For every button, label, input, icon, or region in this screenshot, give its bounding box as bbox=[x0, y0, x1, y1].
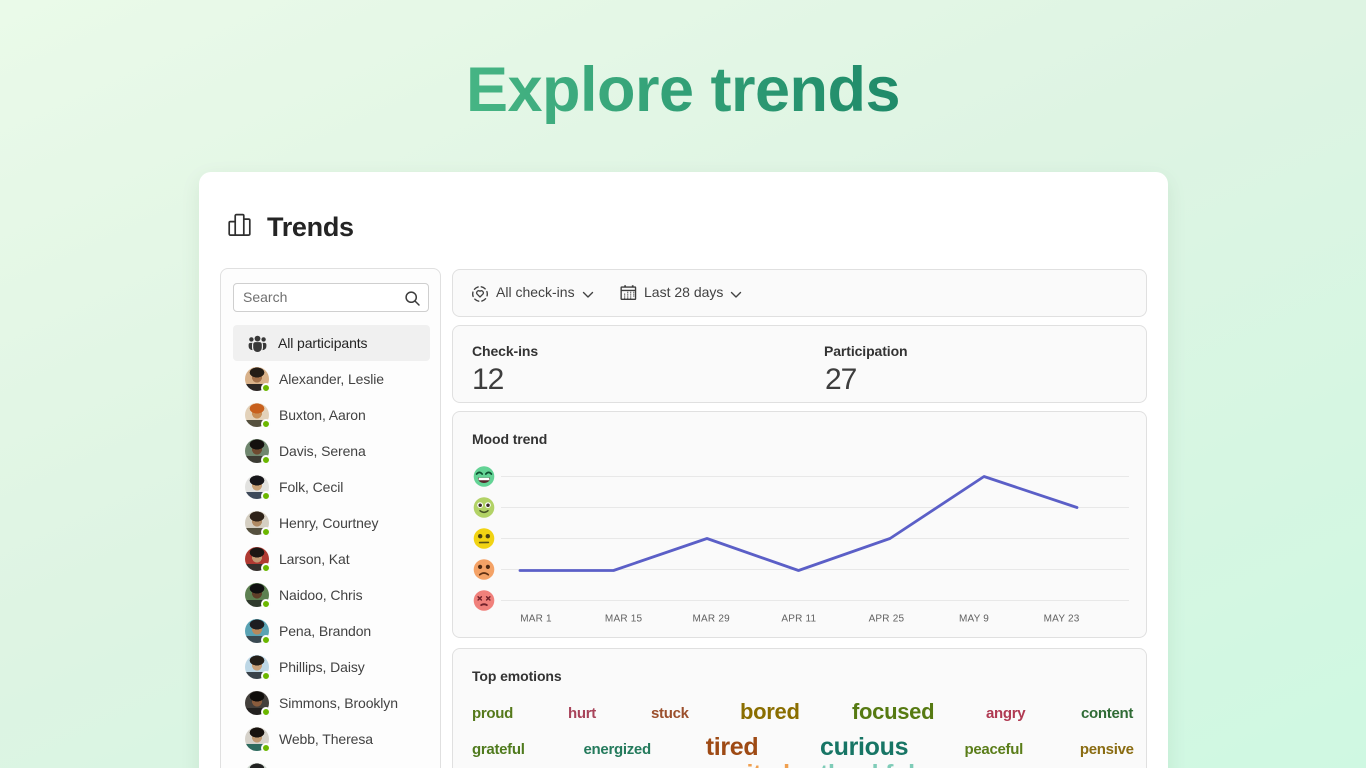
svg-text:MAR 1: MAR 1 bbox=[520, 614, 552, 625]
svg-text:APR 11: APR 11 bbox=[781, 614, 816, 625]
svg-text:MAR 15: MAR 15 bbox=[605, 614, 643, 625]
svg-text:MAY 9: MAY 9 bbox=[959, 614, 989, 625]
svg-text:MAY 23: MAY 23 bbox=[1044, 614, 1080, 625]
svg-text:MAR 29: MAR 29 bbox=[693, 614, 731, 625]
svg-text:APR 25: APR 25 bbox=[869, 614, 905, 625]
